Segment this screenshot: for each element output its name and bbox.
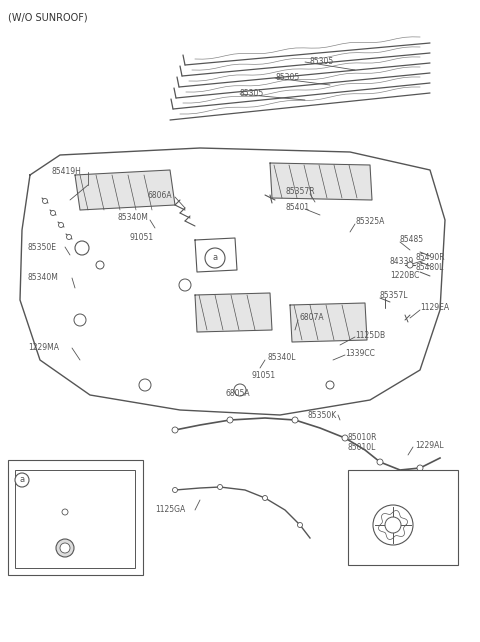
Text: 85350E: 85350E bbox=[28, 243, 57, 252]
Polygon shape bbox=[270, 163, 372, 200]
Polygon shape bbox=[75, 170, 175, 210]
Circle shape bbox=[417, 465, 423, 471]
Text: 91051: 91051 bbox=[130, 234, 154, 243]
FancyBboxPatch shape bbox=[8, 460, 143, 575]
Text: 85010L: 85010L bbox=[348, 442, 376, 451]
Circle shape bbox=[385, 517, 401, 533]
Circle shape bbox=[172, 427, 178, 433]
Circle shape bbox=[56, 539, 74, 557]
Circle shape bbox=[43, 198, 48, 204]
Circle shape bbox=[342, 435, 348, 441]
Circle shape bbox=[263, 496, 267, 501]
Text: 85340L: 85340L bbox=[268, 354, 297, 363]
Text: (W/O SUNROOF): (W/O SUNROOF) bbox=[8, 13, 88, 23]
Text: 95528: 95528 bbox=[90, 502, 112, 508]
Text: a: a bbox=[213, 254, 217, 263]
Text: 85419H: 85419H bbox=[52, 168, 82, 177]
Circle shape bbox=[50, 211, 56, 216]
Text: 1229AL: 1229AL bbox=[415, 440, 444, 449]
Circle shape bbox=[15, 473, 29, 487]
Circle shape bbox=[74, 314, 86, 326]
Text: 85340M: 85340M bbox=[118, 214, 149, 223]
Circle shape bbox=[139, 379, 151, 391]
Text: 1390NB: 1390NB bbox=[373, 474, 407, 483]
Circle shape bbox=[59, 223, 63, 227]
Polygon shape bbox=[290, 303, 367, 342]
Text: 85305: 85305 bbox=[240, 89, 264, 98]
Circle shape bbox=[227, 417, 233, 423]
Text: 85340M: 85340M bbox=[28, 273, 59, 282]
Text: 1339CC: 1339CC bbox=[345, 349, 375, 358]
Circle shape bbox=[60, 543, 70, 553]
Text: 91051: 91051 bbox=[252, 370, 276, 379]
Text: 85480L: 85480L bbox=[415, 263, 444, 272]
Circle shape bbox=[217, 485, 223, 489]
Circle shape bbox=[67, 234, 72, 239]
Text: 1125DB: 1125DB bbox=[355, 331, 385, 340]
Circle shape bbox=[75, 241, 89, 255]
Circle shape bbox=[292, 417, 298, 423]
Text: 85357L: 85357L bbox=[380, 290, 408, 300]
Text: 85325A: 85325A bbox=[355, 218, 384, 227]
Text: 85305: 85305 bbox=[275, 73, 299, 83]
Text: a: a bbox=[80, 243, 84, 252]
Text: 85357R: 85357R bbox=[285, 187, 314, 196]
Text: 1229MA: 1229MA bbox=[28, 343, 59, 352]
FancyBboxPatch shape bbox=[348, 470, 458, 565]
FancyBboxPatch shape bbox=[15, 470, 135, 568]
Text: 85490R: 85490R bbox=[415, 254, 444, 263]
Circle shape bbox=[96, 261, 104, 269]
Text: 85305: 85305 bbox=[310, 58, 334, 67]
Text: 95520A: 95520A bbox=[40, 478, 70, 487]
Circle shape bbox=[172, 487, 178, 492]
Text: 6806A: 6806A bbox=[148, 191, 173, 200]
Circle shape bbox=[62, 509, 68, 515]
Text: 6807A: 6807A bbox=[300, 313, 324, 322]
Text: 85010R: 85010R bbox=[348, 433, 377, 442]
Circle shape bbox=[234, 384, 246, 396]
Text: a: a bbox=[19, 476, 24, 485]
Circle shape bbox=[205, 248, 225, 268]
Text: 1125GA: 1125GA bbox=[155, 505, 185, 514]
Circle shape bbox=[407, 262, 413, 268]
Circle shape bbox=[326, 381, 334, 389]
Text: 1129EA: 1129EA bbox=[420, 304, 449, 313]
Polygon shape bbox=[195, 293, 272, 332]
Text: 85485: 85485 bbox=[400, 236, 424, 245]
Text: 6805A: 6805A bbox=[225, 388, 250, 397]
Text: 85350K: 85350K bbox=[308, 410, 337, 419]
Circle shape bbox=[373, 505, 413, 545]
Circle shape bbox=[179, 279, 191, 291]
Circle shape bbox=[298, 523, 302, 528]
Circle shape bbox=[377, 459, 383, 465]
Text: 95521: 95521 bbox=[30, 545, 52, 551]
Text: 85401: 85401 bbox=[285, 202, 309, 211]
Text: 95526: 95526 bbox=[20, 515, 42, 521]
Text: 1220BC: 1220BC bbox=[390, 270, 420, 279]
Text: 84339: 84339 bbox=[390, 257, 414, 266]
